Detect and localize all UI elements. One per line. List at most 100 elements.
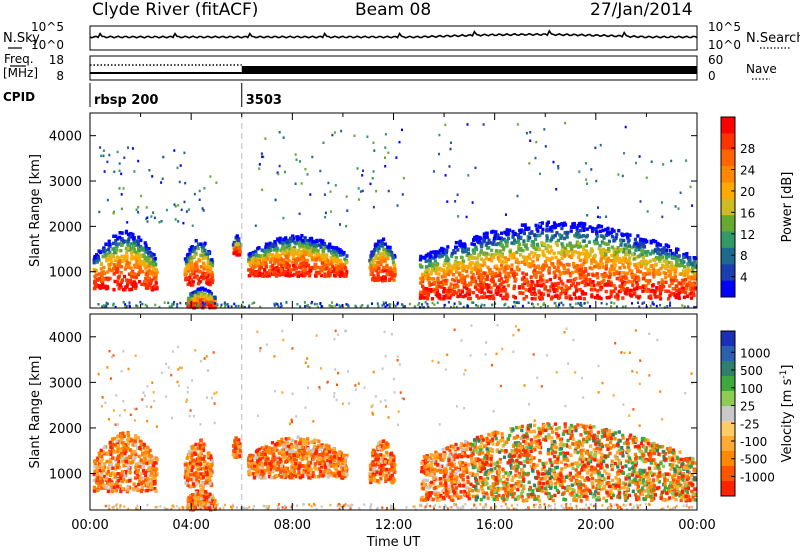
heatmap-cell (558, 272, 562, 277)
heatmap-cell (604, 233, 608, 237)
heatmap-cell (559, 261, 563, 265)
heatmap-cell (628, 256, 632, 260)
plot-title: Clyde River (fitACF) (92, 0, 259, 20)
heatmap-cell (188, 473, 192, 477)
heatmap-cell (674, 250, 678, 255)
heatmap-cell (649, 239, 653, 244)
heatmap-cell (536, 229, 540, 233)
heatmap-cell (185, 456, 189, 460)
heatmap-cell (552, 287, 556, 291)
heatmap-cell (532, 245, 536, 250)
heatmap-cell (512, 241, 516, 246)
heatmap-cell (208, 261, 212, 266)
heatmap-cell (466, 247, 471, 251)
heatmap-cell (503, 256, 507, 260)
heatmap-cell (300, 273, 304, 277)
heatmap-cell (148, 282, 152, 286)
heatmap-cell (472, 267, 476, 272)
heatmap-cell (289, 248, 293, 252)
heatmap-cell (247, 274, 251, 278)
heatmap-cell (146, 456, 150, 461)
heatmap-cell (142, 442, 146, 447)
heatmap-cell (402, 305, 405, 309)
heatmap-cell (453, 302, 456, 305)
heatmap-cell (419, 306, 421, 309)
heatmap-cell (282, 258, 286, 262)
heatmap-cell (120, 470, 124, 474)
heatmap-cell (678, 290, 682, 294)
heatmap-cell (616, 246, 620, 250)
heatmap-cell (135, 239, 140, 243)
heatmap-cell (431, 301, 434, 305)
heatmap-cell (608, 267, 612, 271)
heatmap-cell (451, 287, 455, 292)
colorbar-cell (721, 231, 735, 249)
heatmap-cell (113, 450, 117, 454)
heatmap-cell (502, 285, 506, 289)
heatmap-cell (608, 270, 612, 275)
heatmap-cell (603, 256, 607, 260)
heatmap-cell (581, 234, 585, 238)
heatmap-cell (116, 276, 121, 280)
heatmap-cell (189, 455, 193, 460)
heatmap-cell (484, 231, 488, 236)
heatmap-cell (247, 268, 251, 272)
heatmap-cell (134, 465, 138, 470)
heatmap-cell (208, 290, 212, 294)
heatmap-cell (441, 268, 446, 272)
heatmap-cell (99, 448, 103, 453)
heatmap-cell (325, 266, 329, 270)
heatmap-cell (371, 251, 375, 256)
heatmap-cell (391, 271, 395, 275)
heatmap-cell (264, 265, 268, 269)
heatmap-cell (545, 246, 549, 250)
heatmap-cell (385, 272, 390, 277)
heatmap-cell (553, 270, 557, 274)
heatmap-cell (121, 486, 125, 491)
heatmap-cell (308, 243, 312, 247)
heatmap-cell (550, 256, 554, 261)
heatmap-cell (309, 251, 313, 255)
heatmap-cell (95, 468, 99, 472)
heatmap-cell (111, 437, 115, 441)
cpid-entry: 3503 (246, 93, 282, 108)
heatmap-cell (167, 301, 170, 305)
heatmap-cell (199, 449, 203, 454)
heatmap-cell (300, 233, 304, 238)
heatmap-cell (472, 238, 476, 242)
heatmap-cell (622, 271, 626, 275)
heatmap-cell (638, 285, 642, 290)
heatmap-cell (354, 304, 357, 308)
heatmap-cell (517, 242, 522, 247)
heatmap-cell (328, 267, 332, 272)
colorbar-cell (721, 247, 735, 265)
heatmap-cell (458, 300, 461, 304)
heatmap-cell (126, 468, 130, 472)
heatmap-cell (435, 262, 439, 267)
heatmap-cell (517, 301, 520, 304)
heatmap-cell (345, 254, 349, 258)
heatmap-cell (148, 471, 152, 476)
heatmap-cell (633, 273, 637, 277)
heatmap-cell (148, 262, 152, 266)
heatmap-cell (208, 305, 212, 309)
heatmap-cell (223, 302, 226, 305)
heatmap-cell (382, 259, 386, 263)
heatmap-cell (542, 303, 545, 306)
heatmap-cell (99, 267, 103, 271)
heatmap-cell (443, 261, 447, 266)
heatmap-cell (645, 272, 649, 276)
heatmap-cell (238, 448, 242, 453)
heatmap-cell (617, 228, 621, 233)
heatmap-cell (532, 305, 535, 309)
heatmap-cell (558, 302, 561, 305)
heatmap-cell (452, 305, 455, 308)
heatmap-cell (578, 287, 582, 292)
heatmap-cell (628, 268, 632, 273)
heatmap-cell (582, 239, 586, 243)
heatmap-cell (504, 265, 508, 269)
heatmap-cell (429, 272, 433, 276)
heatmap-cell (473, 235, 477, 240)
heatmap-cell (105, 476, 109, 481)
heatmap-cell (277, 239, 281, 243)
